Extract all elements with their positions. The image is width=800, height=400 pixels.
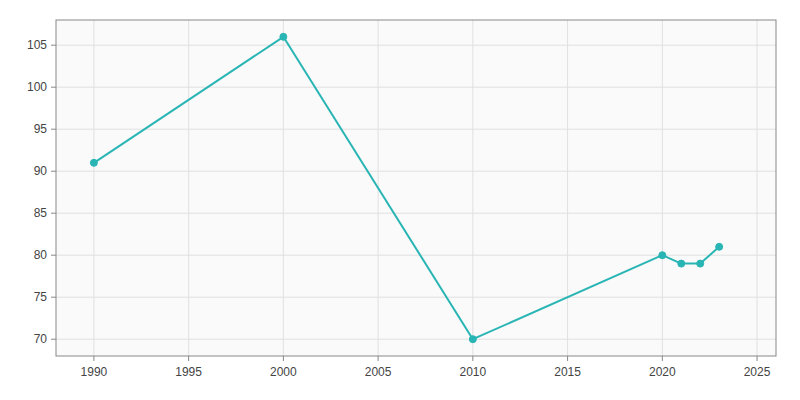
tick-y	[51, 213, 56, 214]
plot-background	[56, 20, 776, 356]
tick-y	[51, 87, 56, 88]
tick-label-y: 70	[34, 332, 48, 346]
tick-x	[662, 356, 663, 361]
grid-line-y	[56, 171, 776, 172]
tick-label-y: 85	[34, 206, 48, 220]
tick-label-x: 2025	[744, 365, 771, 379]
tick-y	[51, 297, 56, 298]
tick-x	[757, 356, 758, 361]
point	[716, 243, 723, 250]
point	[697, 260, 704, 267]
tick-label-y: 75	[34, 290, 48, 304]
tick-label-x: 2005	[365, 365, 392, 379]
tick-x	[567, 356, 568, 361]
grid-line-x	[188, 20, 189, 356]
tick-label-y: 95	[34, 122, 48, 136]
point	[659, 252, 666, 259]
tick-y	[51, 255, 56, 256]
point	[280, 33, 287, 40]
series	[90, 33, 722, 342]
point	[678, 260, 685, 267]
tick-x	[472, 356, 473, 361]
grid-line-x	[757, 20, 758, 356]
grid-line-x	[472, 20, 473, 356]
tick-label-y: 90	[34, 164, 48, 178]
grid-line-y	[56, 255, 776, 256]
plot-frame	[56, 20, 776, 356]
tick-label-x: 1995	[175, 365, 202, 379]
tick-y	[51, 129, 56, 130]
chart-container: 1990 1995 2000 2005 2010 2015 2020 2025 70 75 80 85…	[0, 0, 800, 400]
tick-label-y: 100	[27, 80, 47, 94]
grid-line-y	[56, 129, 776, 130]
grid-line-y	[56, 213, 776, 214]
grid-line-y	[56, 297, 776, 298]
grid-line-x	[567, 20, 568, 356]
tick-label-y: 80	[34, 248, 48, 262]
tick-label-x: 1990	[81, 365, 108, 379]
axes: 1990 1995 2000 2005 2010 2015 2020 2025 70 75 80 85…	[27, 38, 771, 379]
grid-line-y	[56, 45, 776, 46]
tick-x	[283, 356, 284, 361]
point	[469, 336, 476, 343]
tick-label-y: 105	[27, 38, 47, 52]
tick-label-x: 2010	[459, 365, 486, 379]
tick-y	[51, 171, 56, 172]
grid-line-x	[283, 20, 284, 356]
grid-line-x	[93, 20, 94, 356]
chart: 1990 1995 2000 2005 2010 2015 2020 2025 70 75 80 85…	[0, 0, 800, 400]
grid	[56, 20, 776, 356]
tick-label-x: 2015	[554, 365, 581, 379]
grid-line-x	[662, 20, 663, 356]
line	[94, 37, 719, 339]
grid-line-y	[56, 87, 776, 88]
tick-x	[188, 356, 189, 361]
grid-line-y	[56, 339, 776, 340]
tick-x	[378, 356, 379, 361]
tick-x	[93, 356, 94, 361]
tick-y	[51, 45, 56, 46]
tick-label-x: 2000	[270, 365, 297, 379]
tick-y	[51, 339, 56, 340]
point	[90, 159, 97, 166]
tick-label-x: 2020	[649, 365, 676, 379]
